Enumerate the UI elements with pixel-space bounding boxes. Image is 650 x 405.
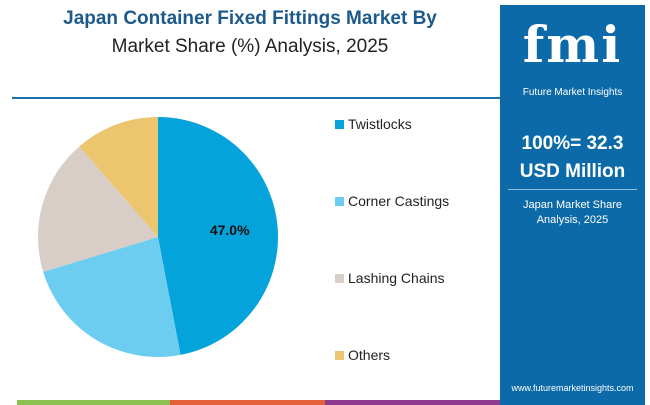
footer-bar-purple <box>325 400 500 405</box>
pie-slice-others <box>79 117 158 237</box>
fmi-logo: fmi <box>522 15 623 74</box>
legend-label: Lashing Chains <box>348 270 445 286</box>
data-label: 47.0% <box>210 222 250 238</box>
footer-bar-green <box>17 400 170 405</box>
legend-swatch <box>335 273 344 283</box>
website-link[interactable]: www.futuremarketinsights.com <box>511 383 634 393</box>
info-panel: fmi Future Market Insights 100%= 32.3 USD… <box>500 5 645 405</box>
legend-swatch <box>335 119 344 129</box>
legend-item: Lashing Chains <box>335 270 445 286</box>
legend-label: Corner Castings <box>348 193 450 209</box>
footer-bar-orange <box>170 400 325 405</box>
logo-subtitle: Future Market Insights <box>522 87 623 98</box>
panel-description: Japan Market Share Analysis, 2025 <box>522 199 623 226</box>
legend-swatch <box>335 196 344 206</box>
chart-subtitle: Market Share (%) Analysis, 2025 <box>111 36 389 57</box>
legend-label: Others <box>348 347 391 363</box>
legend-swatch <box>335 350 344 360</box>
pie-slice-twistlocks <box>158 117 279 355</box>
panel-divider <box>508 189 637 190</box>
pie-slice-lashing-chains <box>37 146 158 272</box>
chart-title: Japan Container Fixed Fittings Market By <box>63 8 437 29</box>
legend-item: Corner Castings <box>335 193 449 209</box>
pie-slice-corner-castings <box>43 237 181 357</box>
legend-item: Twistlocks <box>335 116 412 132</box>
legend-label: Twistlocks <box>348 116 412 132</box>
market-total: 100%= 32.3 USD Million <box>519 133 626 182</box>
pie-chart: 47.0% <box>37 117 279 357</box>
title-divider <box>12 97 500 99</box>
legend-item: Others <box>335 347 390 363</box>
